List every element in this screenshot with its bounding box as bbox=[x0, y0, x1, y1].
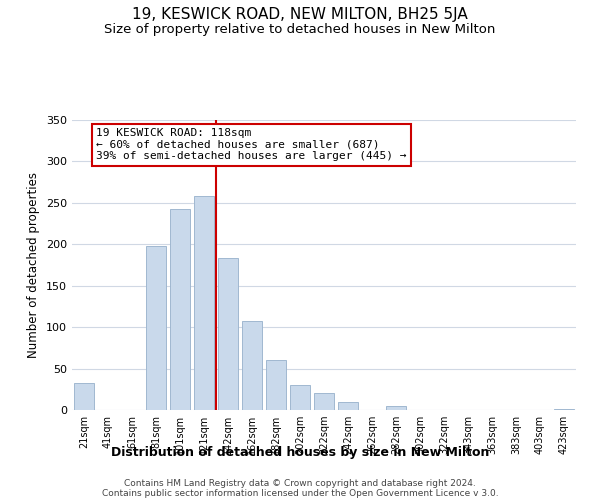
Bar bbox=[290, 385, 310, 410]
Bar bbox=[554, 409, 574, 410]
Bar bbox=[170, 210, 190, 410]
Text: Contains public sector information licensed under the Open Government Licence v : Contains public sector information licen… bbox=[101, 490, 499, 498]
Text: Contains HM Land Registry data © Crown copyright and database right 2024.: Contains HM Land Registry data © Crown c… bbox=[124, 480, 476, 488]
Text: Distribution of detached houses by size in New Milton: Distribution of detached houses by size … bbox=[111, 446, 489, 459]
Bar bbox=[74, 382, 94, 410]
Text: Size of property relative to detached houses in New Milton: Size of property relative to detached ho… bbox=[104, 22, 496, 36]
Bar bbox=[218, 258, 238, 410]
Text: 19 KESWICK ROAD: 118sqm
← 60% of detached houses are smaller (687)
39% of semi-d: 19 KESWICK ROAD: 118sqm ← 60% of detache… bbox=[96, 128, 407, 162]
Y-axis label: Number of detached properties: Number of detached properties bbox=[28, 172, 40, 358]
Bar bbox=[266, 360, 286, 410]
Bar bbox=[146, 246, 166, 410]
Bar bbox=[314, 394, 334, 410]
Bar bbox=[242, 322, 262, 410]
Bar bbox=[194, 196, 214, 410]
Bar bbox=[386, 406, 406, 410]
Bar bbox=[338, 402, 358, 410]
Text: 19, KESWICK ROAD, NEW MILTON, BH25 5JA: 19, KESWICK ROAD, NEW MILTON, BH25 5JA bbox=[132, 8, 468, 22]
